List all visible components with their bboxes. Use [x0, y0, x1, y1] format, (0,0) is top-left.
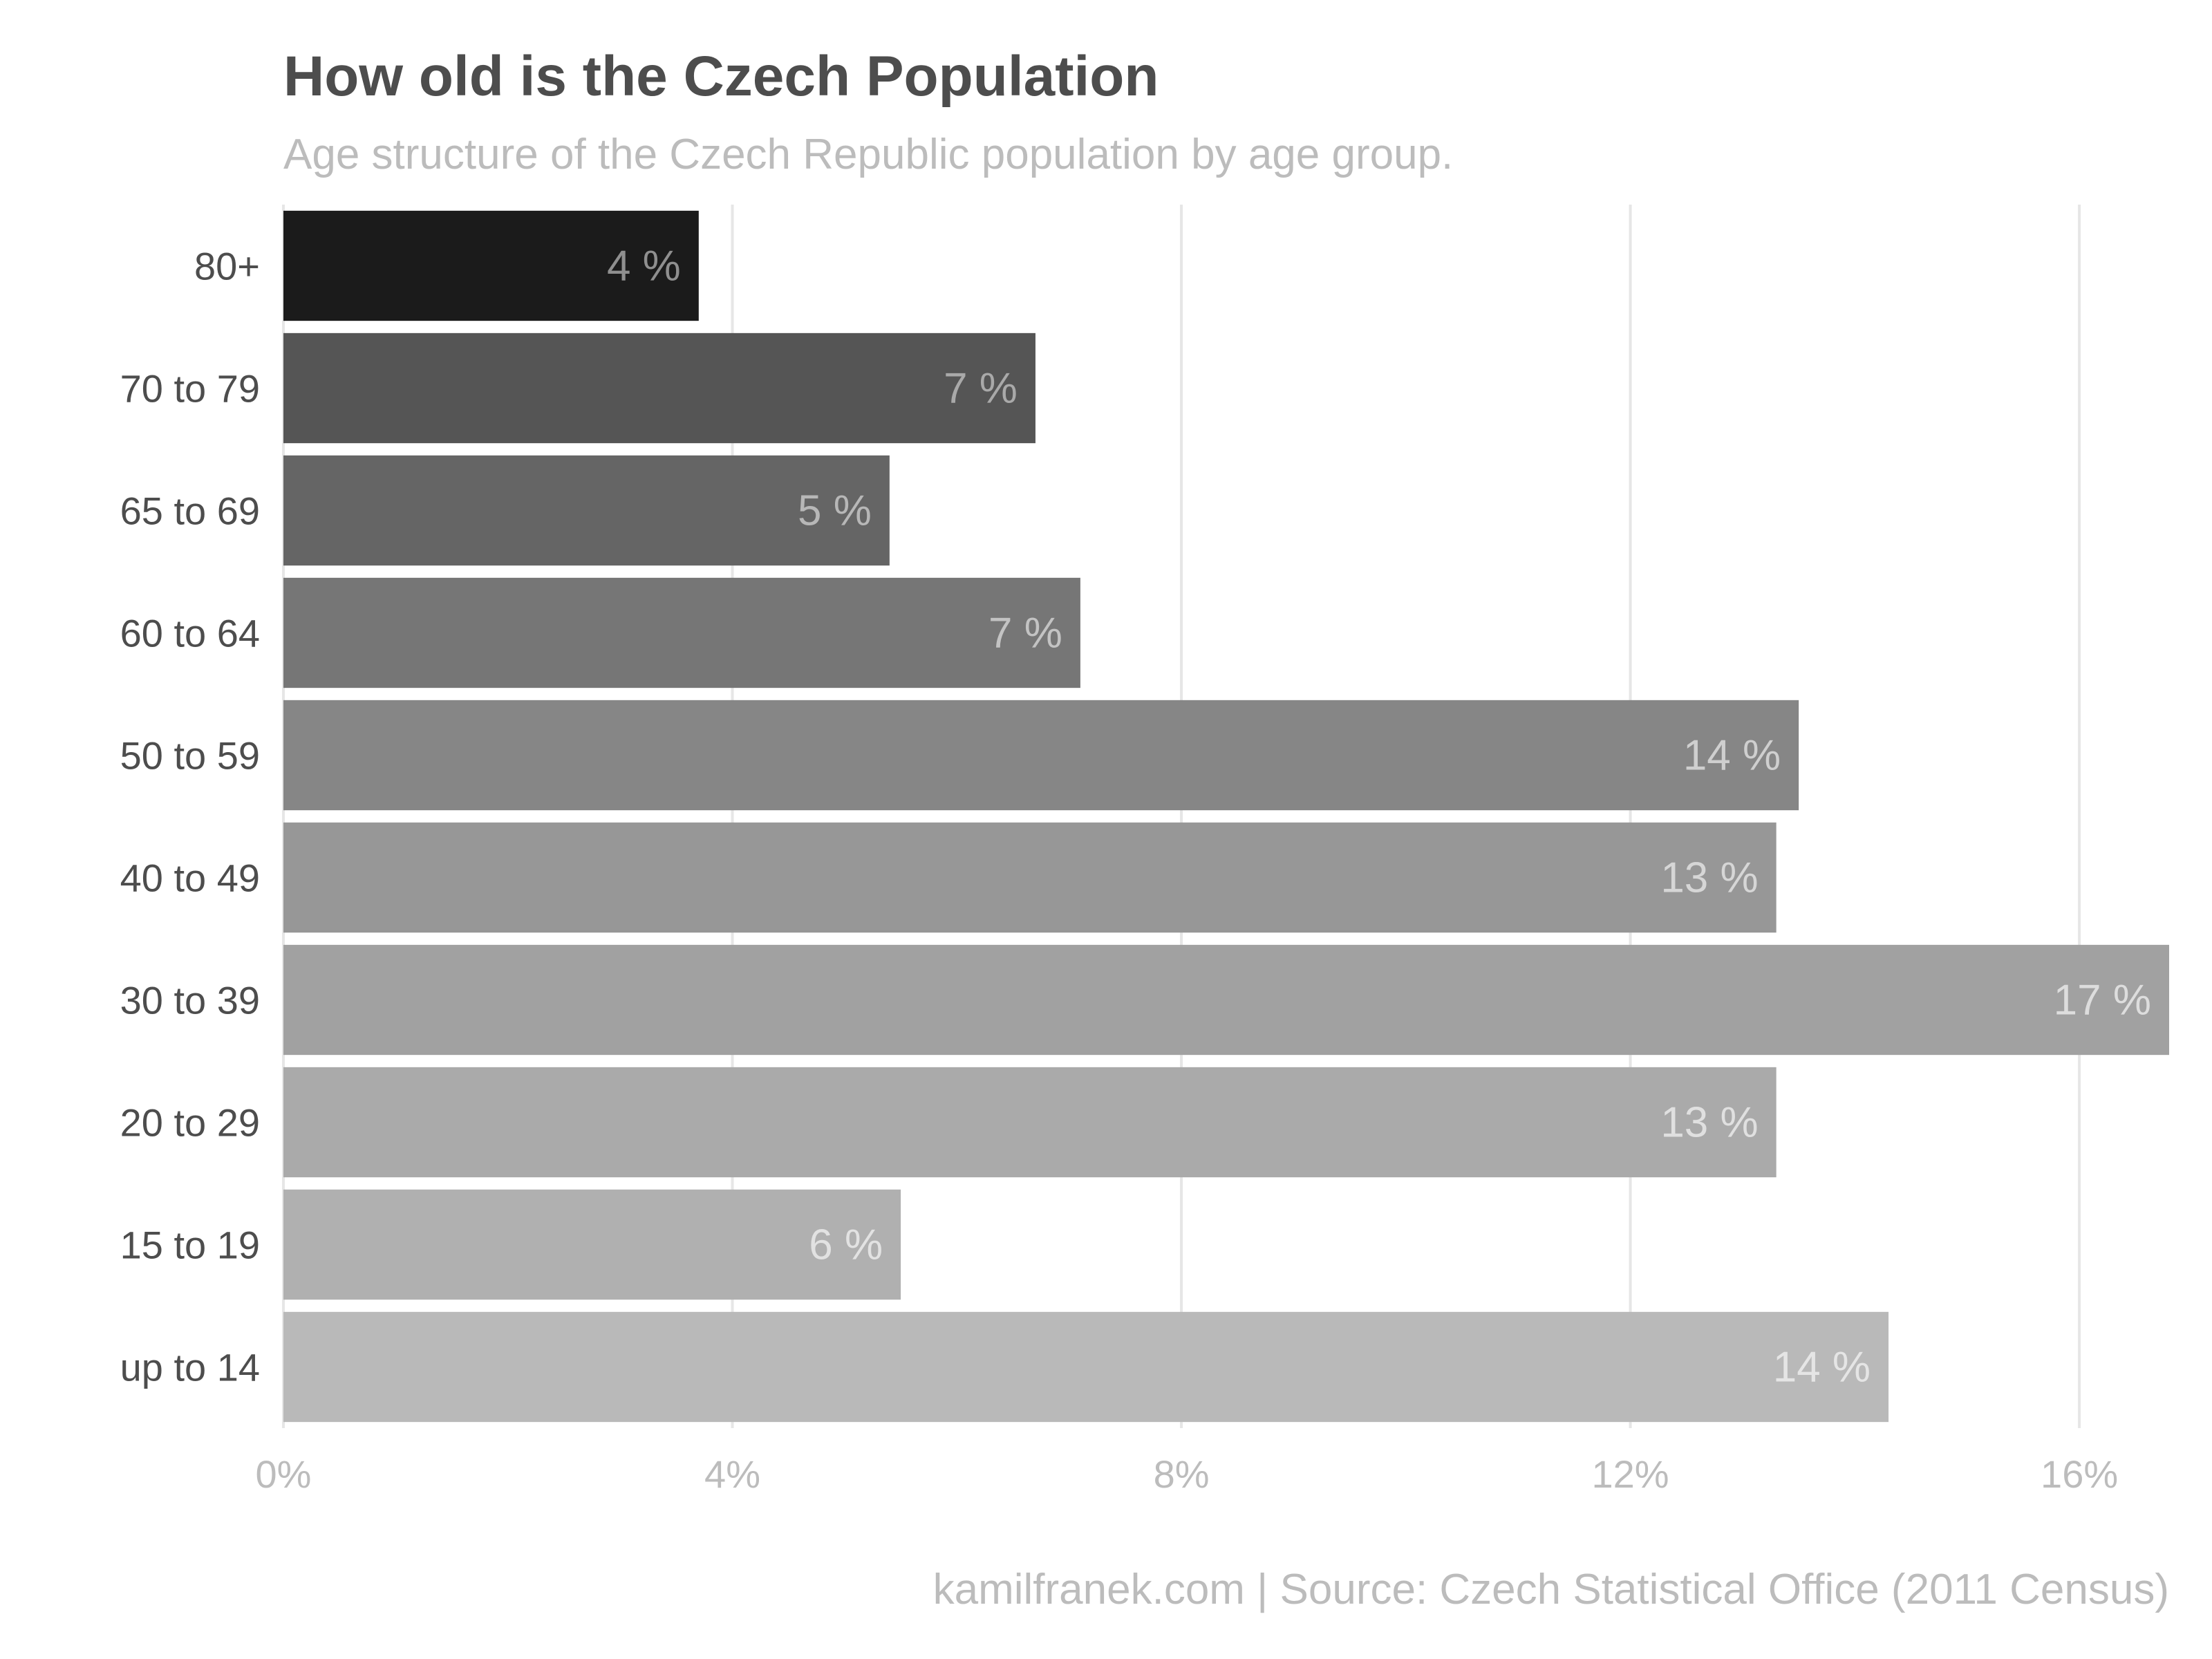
bar-value-label: 7 % — [988, 610, 1062, 657]
bar-value-label: 4 % — [607, 243, 681, 290]
bar-70-to-79 — [283, 332, 1035, 444]
category-label: 40 to 49 — [120, 856, 260, 900]
category-label: up to 14 — [120, 1346, 260, 1389]
bar-value-label: 6 % — [809, 1221, 883, 1269]
bar-value-label: 17 % — [2054, 977, 2151, 1024]
bar-value-label: 7 % — [944, 365, 1018, 413]
category-label: 80+ — [194, 245, 260, 288]
x-tick-label: 12% — [1592, 1452, 1669, 1496]
bar-40-to-49 — [283, 822, 1777, 933]
bar-value-label: 14 % — [1683, 732, 1781, 780]
chart-subtitle: Age structure of the Czech Republic popu… — [283, 131, 1453, 178]
bar-up-to-14 — [283, 1311, 1889, 1423]
chart-caption: kamilfranek.com | Source: Czech Statisti… — [933, 1566, 2169, 1613]
bar-value-label: 13 % — [1660, 1099, 1758, 1147]
bar-15-to-19 — [283, 1189, 901, 1300]
bar-value-label: 5 % — [798, 487, 872, 535]
chart-title: How old is the Czech Population — [283, 45, 1159, 108]
category-labels: 80+ 70 to 79 65 to 69 60 to 64 50 to 59 40 to… — [120, 245, 260, 1389]
bars: 4 % 7 % 5 % 7 % 14 % 13 % 17 % 13 % 6 % 14 % — [283, 210, 2169, 1423]
category-label: 20 to 29 — [120, 1101, 260, 1145]
category-label: 65 to 69 — [120, 489, 260, 533]
bar-value-label: 14 % — [1773, 1344, 1871, 1391]
category-label: 15 to 19 — [120, 1224, 260, 1267]
bar-80- — [283, 210, 699, 321]
bar-20-to-29 — [283, 1067, 1777, 1178]
x-tick-label: 4% — [704, 1452, 760, 1496]
category-label: 60 to 64 — [120, 612, 260, 655]
x-tick-label: 8% — [1154, 1452, 1210, 1496]
category-label: 50 to 59 — [120, 734, 260, 778]
x-tick-label: 16% — [2041, 1452, 2118, 1496]
x-axis-tick-labels: 0% 4% 8% 12% 16% — [256, 1452, 2119, 1496]
x-tick-label: 0% — [256, 1452, 312, 1496]
category-label: 70 to 79 — [120, 367, 260, 411]
bar-65-to-69 — [283, 455, 890, 566]
bar-value-label: 13 % — [1660, 854, 1758, 902]
bar-30-to-39 — [283, 944, 2169, 1056]
category-label: 30 to 39 — [120, 979, 260, 1022]
bar-60-to-64 — [283, 577, 1080, 688]
bar-50-to-59 — [283, 700, 1799, 811]
